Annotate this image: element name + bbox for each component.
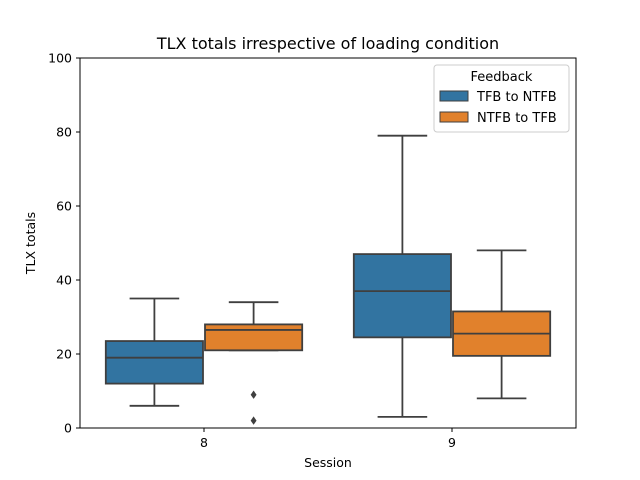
box-8-0	[104, 297, 204, 407]
box-body	[104, 340, 204, 385]
box-9-1	[452, 249, 552, 400]
legend-label: NTFB to TFB	[477, 111, 557, 126]
plot-area	[104, 134, 552, 425]
box-9-0	[352, 134, 452, 418]
y-tick-label: 40	[56, 273, 72, 288]
y-axis-label: TLX totals	[23, 212, 38, 275]
outlier-point	[250, 390, 257, 399]
x-tick-label: 9	[448, 435, 456, 450]
y-tick-label: 100	[48, 51, 72, 66]
axes: 0 20 40 60 80 100 8 9	[48, 51, 456, 451]
y-tick-label: 60	[56, 199, 72, 214]
legend-title: Feedback	[471, 70, 533, 85]
outlier-point	[250, 416, 257, 425]
chart-title: TLX totals irrespective of loading condi…	[156, 34, 499, 53]
legend-swatch	[439, 111, 469, 123]
y-tick-label: 20	[56, 347, 72, 362]
x-tick-label: 8	[200, 435, 208, 450]
legend-swatch	[439, 90, 469, 102]
plot-frame	[79, 57, 577, 429]
x-axis-label: Session	[304, 455, 352, 470]
y-tick-label: 0	[64, 421, 72, 436]
legend-label: TFB to NTFB	[476, 90, 557, 105]
box-8-1	[204, 301, 304, 425]
box-body	[352, 253, 452, 339]
box-body	[204, 323, 304, 352]
legend: Feedback TFB to NTFB NTFB to TFB	[433, 64, 570, 133]
y-tick-label: 80	[56, 125, 72, 140]
